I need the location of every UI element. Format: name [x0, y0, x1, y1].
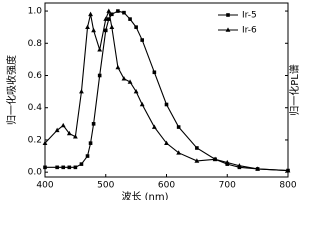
marker [67, 165, 72, 170]
marker [255, 166, 261, 171]
y-tick-label: 0.4 [28, 103, 43, 113]
marker [61, 165, 66, 170]
marker [134, 25, 138, 29]
marker [106, 17, 111, 21]
marker [79, 162, 84, 166]
legend-label: Ir-5 [242, 11, 257, 21]
marker [43, 165, 47, 170]
marker [66, 130, 72, 136]
y2-axis-label: 归一化PL谱 [288, 64, 300, 116]
marker [55, 165, 59, 170]
marker [127, 79, 133, 84]
marker [128, 17, 132, 21]
marker [79, 89, 84, 94]
marker [109, 24, 115, 29]
marker [224, 159, 230, 165]
marker [110, 12, 114, 17]
marker [152, 70, 157, 75]
x-axis-label: 波长 (nm) [121, 190, 168, 200]
x-tick-label: 600 [158, 181, 175, 191]
marker [91, 27, 96, 33]
marker [140, 38, 144, 42]
marker [85, 24, 90, 29]
marker [103, 28, 108, 33]
marker [88, 141, 93, 145]
y-tick-label: 0.2 [28, 135, 42, 145]
marker [176, 150, 182, 155]
marker [176, 125, 181, 129]
marker [115, 64, 121, 70]
marker [139, 101, 145, 107]
marker [195, 146, 199, 150]
x-tick-label: 800 [279, 181, 296, 191]
chart: 波长 (nm) 归一化吸收强度 归一化PL谱 400 500 600 700 800 0.… [5, 2, 300, 200]
x-tick-label: 700 [219, 181, 236, 191]
marker [42, 140, 48, 145]
marker [212, 156, 218, 162]
marker [85, 154, 90, 158]
marker [164, 102, 169, 107]
marker [194, 158, 200, 163]
marker [72, 134, 78, 139]
marker [164, 140, 169, 145]
x-tick-label: 400 [36, 181, 53, 191]
marker [106, 8, 112, 13]
marker [151, 124, 157, 129]
marker [91, 122, 96, 126]
marker [97, 73, 102, 78]
marker [97, 47, 103, 52]
marker [122, 10, 126, 15]
y-tick-label: 0.6 [28, 71, 43, 81]
marker [103, 16, 109, 21]
y-tick-label: 0.0 [28, 168, 43, 178]
y-axis-label: 归一化吸收强度 [5, 55, 18, 125]
marker [73, 165, 78, 170]
marker [237, 163, 242, 168]
marker [60, 122, 66, 128]
legend-label: Ir-6 [242, 26, 257, 36]
y-tick-label: 0.8 [28, 39, 43, 49]
marker [54, 127, 60, 133]
y-tick-label: 1.0 [28, 7, 43, 17]
marker [88, 11, 93, 17]
marker [116, 9, 120, 13]
marker [285, 167, 291, 173]
legend-marker [225, 27, 231, 32]
legend-marker [226, 13, 230, 17]
x-tick-label: 500 [97, 181, 114, 191]
marker [121, 76, 127, 81]
marker [133, 89, 139, 94]
